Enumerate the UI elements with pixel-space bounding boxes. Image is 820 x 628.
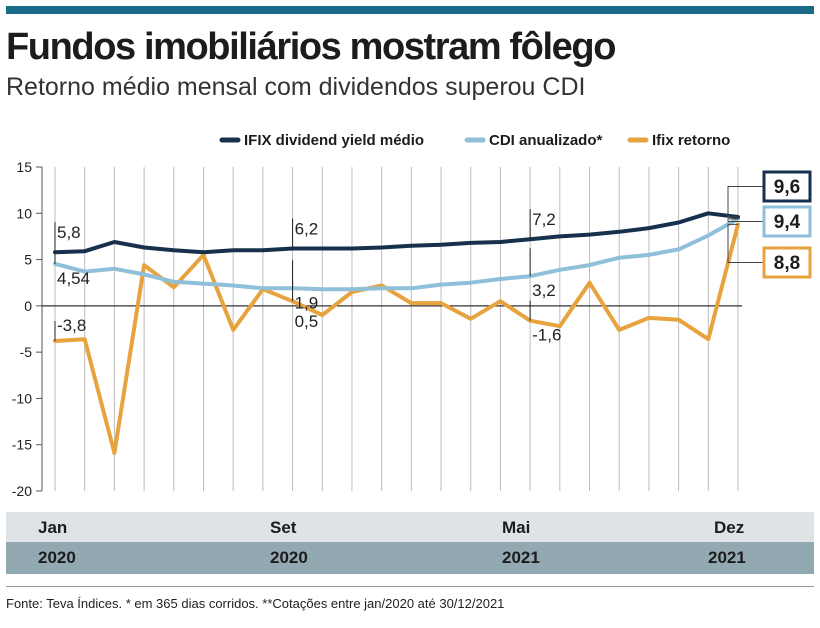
data-label: 0,5 — [295, 312, 319, 331]
end-label-box — [762, 170, 812, 203]
series-line — [53, 222, 740, 455]
year-band — [6, 542, 814, 574]
series-line — [53, 211, 740, 255]
end-label-connector — [727, 223, 764, 263]
source-note: Fonte: Teva Índices. * em 365 dias corri… — [6, 596, 505, 611]
x-label-year: 2021 — [502, 548, 540, 567]
end-label-connector — [727, 218, 764, 222]
page-title: Fundos imobiliários mostram fôlego — [6, 26, 616, 68]
y-tick-label: 0 — [24, 298, 32, 314]
x-label-year: 2021 — [708, 548, 746, 567]
page-subtitle: Retorno médio mensal com dividendos supe… — [6, 73, 586, 101]
y-tick-label: -10 — [12, 390, 32, 406]
data-label: -3,8 — [57, 316, 86, 335]
y-tick-label: -15 — [12, 437, 32, 453]
data-label: 5,8 — [57, 223, 81, 242]
y-tick-label: -5 — [20, 344, 33, 360]
y-tick-label: 15 — [16, 159, 32, 175]
x-label-month: Mai — [502, 518, 531, 537]
x-label-year: 2020 — [38, 548, 76, 567]
data-label: -1,6 — [532, 326, 561, 345]
series-line — [53, 216, 740, 292]
month-band — [6, 512, 814, 542]
y-tick-label: 5 — [24, 252, 32, 268]
end-value-label: 9,6 — [774, 177, 800, 198]
legend-label: IFIX dividend yield médio — [244, 132, 424, 149]
legend-label: CDI anualizado* — [489, 132, 603, 149]
data-label: 3,2 — [532, 281, 556, 300]
data-label: 6,2 — [295, 219, 319, 238]
footer-rule — [6, 586, 814, 587]
y-tick-label: -20 — [12, 483, 32, 499]
end-label-box — [762, 246, 812, 279]
y-tick-label: 10 — [16, 205, 32, 221]
end-label-box — [762, 205, 812, 238]
x-label-month: Jan — [38, 518, 68, 537]
data-label: 1,9 — [295, 293, 319, 312]
legend-label: Ifix retorno — [652, 132, 730, 149]
data-label: 4,54 — [57, 269, 90, 288]
end-label-connector — [727, 186, 764, 218]
data-label: 7,2 — [532, 210, 556, 229]
end-value-label: 8,8 — [774, 253, 800, 274]
x-label-month: Dez — [714, 518, 745, 537]
top-accent-bar — [6, 6, 814, 14]
x-label-month: Set — [270, 518, 297, 537]
end-value-label: 9,4 — [774, 212, 801, 233]
x-label-year: 2020 — [270, 548, 308, 567]
line-chart: 15 10 5 0 -5 -10 -15 -20 IFIX dividend yield méd… — [12, 132, 812, 499]
